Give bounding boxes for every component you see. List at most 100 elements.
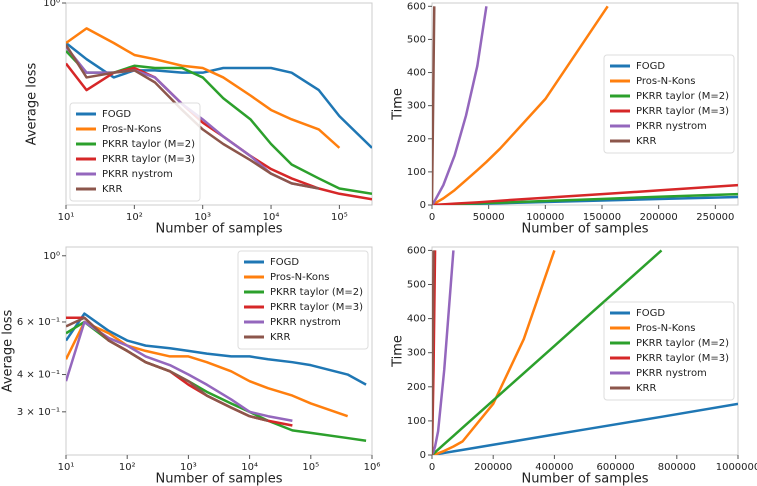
y-tick-label: 500 — [407, 280, 426, 291]
x-tick-label: 100000 — [526, 212, 564, 223]
x-axis-label: Number of samples — [521, 472, 648, 486]
series-line — [432, 250, 435, 455]
y-axis-label: Time — [391, 88, 406, 121]
y-tick-label: 600 — [407, 1, 426, 12]
y-tick-label: 200 — [407, 134, 426, 145]
subplot: 0 50000 100000 150000 200000 250000 0 100 200 300… — [391, 1, 739, 237]
series-line — [66, 312, 367, 386]
legend-label: Pros-N-Kons — [636, 76, 696, 87]
series-line — [432, 183, 738, 205]
legend-label: PKRR nystrom — [636, 121, 707, 132]
series-line — [66, 320, 349, 418]
x-tick-label: 10⁵ — [331, 212, 348, 223]
x-tick-label: 50000 — [473, 212, 505, 223]
y-tick-label: 300 — [407, 348, 426, 359]
legend-box — [603, 301, 735, 401]
legend: FOGD Pros-N-Kons PKRR taylor (M=2) PKRR tay… — [603, 301, 735, 401]
y-tick-label: 400 — [407, 314, 426, 325]
legend-label: PKRR taylor (M=3) — [636, 353, 729, 364]
legend-label: FOGD — [270, 257, 299, 268]
x-tick-label: 10³ — [180, 462, 197, 473]
x-tick-label: 10² — [119, 462, 136, 473]
legend-label: PKRR nystrom — [102, 169, 173, 180]
y-tick-label: 400 — [407, 68, 426, 79]
lines — [66, 312, 367, 442]
x-axis-label: Number of samples — [521, 222, 648, 237]
x-tick-label: 250000 — [696, 212, 734, 223]
legend-label: PKRR taylor (M=3) — [636, 106, 729, 117]
x-tick-label: 1000000 — [716, 462, 757, 473]
lines — [432, 249, 738, 455]
y-tick-label: 200 — [407, 382, 426, 393]
x-tick-label: 10¹ — [58, 212, 75, 223]
x-tick-label: 200000 — [474, 462, 512, 473]
x-tick-label: 10⁶ — [364, 462, 381, 473]
series-line — [432, 6, 488, 205]
legend-label: PKRR taylor (M=2) — [636, 91, 729, 102]
legend-label: KRR — [270, 332, 291, 343]
x-tick-label: 600000 — [597, 462, 635, 473]
series-line — [66, 27, 341, 149]
legend: FOGD Pros-N-Kons PKRR taylor (M=2) PKRR tay… — [603, 54, 735, 154]
legend-label: KRR — [636, 383, 657, 394]
legend-label: KRR — [102, 184, 123, 195]
legend: FOGD Pros-N-Kons PKRR taylor (M=2) PKRR tay… — [69, 102, 201, 202]
subplot: 10¹ 10² 10³ 10⁴ 10⁵ 10⁶ 10⁰ 6 × 10⁻¹ 4 × 10⁻¹ 3 ×… — [1, 246, 381, 486]
lines — [432, 5, 738, 205]
y-tick-label: 100 — [407, 416, 426, 427]
legend-label: FOGD — [636, 308, 665, 319]
x-tick-label: 10³ — [194, 212, 211, 223]
y-tick-label: 500 — [407, 34, 426, 45]
subplot: 0 200000 400000 600000 800000 1000000 0 100 200 3… — [391, 245, 757, 486]
x-tick-label: 10⁴ — [263, 212, 280, 223]
legend-label: KRR — [636, 136, 657, 147]
y-tick-label: 0 — [420, 200, 426, 211]
x-tick-label: 10¹ — [58, 462, 75, 473]
x-tick-label: 150000 — [583, 212, 621, 223]
legend-label: PKRR taylor (M=2) — [270, 287, 363, 298]
y-tick-label: 600 — [407, 245, 426, 256]
x-axis-label: Number of samples — [155, 222, 282, 237]
series-line — [432, 6, 436, 205]
legend-label: FOGD — [636, 61, 665, 72]
legend-label: FOGD — [102, 109, 131, 120]
subplot: 10¹ 10² 10³ 10⁴ 10⁵ 10⁰ Number of samples Avera… — [25, 0, 373, 237]
y-tick-label: 10⁰ — [43, 251, 60, 262]
legend-label: PKRR taylor (M=2) — [636, 338, 729, 349]
y-axis-label: Time — [391, 335, 406, 368]
y-axis-label: Average loss — [25, 62, 40, 145]
series-line — [432, 250, 455, 455]
legend-box — [603, 54, 735, 154]
legend-label: PKRR nystrom — [636, 368, 707, 379]
series-line — [432, 249, 663, 455]
y-tick-label: 100 — [407, 167, 426, 178]
legend-label: PKRR taylor (M=2) — [102, 139, 195, 150]
legend: FOGD Pros-N-Kons PKRR taylor (M=2) PKRR tay… — [237, 250, 369, 350]
x-tick-label: 0 — [429, 212, 435, 223]
x-tick-label: 200000 — [640, 212, 678, 223]
x-tick-label: 400000 — [535, 462, 573, 473]
legend-label: PKRR taylor (M=3) — [270, 302, 363, 313]
x-axis-label: Number of samples — [155, 472, 282, 486]
series-line — [66, 316, 269, 422]
y-tick-label: 3 × 10⁻¹ — [17, 407, 60, 418]
y-tick-label: 6 × 10⁻¹ — [17, 317, 60, 328]
x-tick-label: 10² — [126, 212, 143, 223]
legend-box — [237, 250, 369, 350]
legend-label: PKRR taylor (M=3) — [102, 154, 195, 165]
legend-label: PKRR nystrom — [270, 317, 341, 328]
y-tick-label: 10⁰ — [43, 0, 60, 9]
y-tick-label: 0 — [420, 450, 426, 461]
legend-label: Pros-N-Kons — [636, 323, 696, 334]
legend-label: Pros-N-Kons — [270, 272, 330, 283]
y-tick-label: 4 × 10⁻¹ — [17, 370, 60, 381]
legend-box — [69, 102, 201, 202]
y-tick-label: 300 — [407, 101, 426, 112]
series-line — [66, 42, 372, 149]
y-axis-label: Average loss — [1, 309, 16, 392]
x-tick-label: 0 — [429, 462, 435, 473]
x-tick-label: 800000 — [658, 462, 696, 473]
x-tick-label: 10⁴ — [241, 462, 258, 473]
x-tick-label: 10⁵ — [302, 462, 319, 473]
